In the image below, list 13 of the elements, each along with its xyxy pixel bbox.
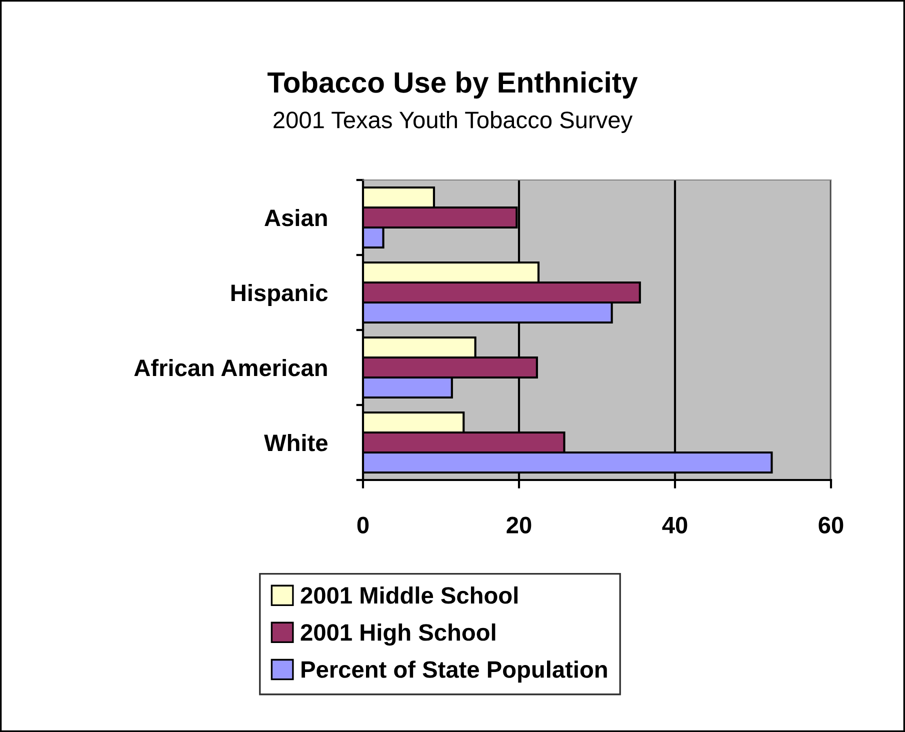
- legend-label: 2001 High School: [300, 623, 496, 646]
- x-tick-label: 60: [818, 516, 844, 534]
- y-tick-label: African American: [134, 358, 327, 376]
- x-tick-label: 0: [357, 516, 369, 534]
- y-tick-label: White: [264, 434, 328, 452]
- y-tick-label: Hispanic: [231, 284, 328, 306]
- chart-subtitle: 2001 Texas Youth Tobacco Survey: [274, 110, 633, 134]
- x-tick-label: 40: [662, 516, 688, 534]
- legend-label: Percent of State Population: [302, 660, 607, 683]
- legend-label: 2001 Middle School: [300, 586, 518, 604]
- y-tick-label: Asian: [264, 208, 327, 226]
- chart-title: Tobacco Use by Enthnicity: [268, 71, 638, 99]
- x-tick-label: 20: [506, 516, 532, 534]
